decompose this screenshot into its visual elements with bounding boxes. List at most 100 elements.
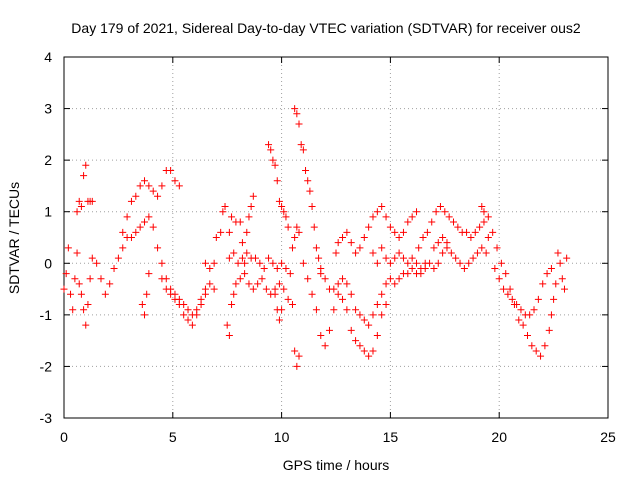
y-tick-label: 1: [44, 204, 52, 220]
data-point: [482, 249, 490, 257]
data-point: [75, 197, 83, 205]
data-point: [386, 275, 394, 283]
data-point: [556, 259, 564, 267]
data-point: [450, 218, 458, 226]
data-point: [67, 290, 75, 298]
data-point: [273, 264, 281, 272]
data-point: [391, 254, 399, 262]
data-point: [502, 270, 510, 278]
data-point: [80, 172, 88, 180]
data-point: [356, 244, 364, 252]
series-track-w: [478, 203, 553, 360]
data-point: [497, 259, 505, 267]
data-point: [478, 244, 486, 252]
data-point: [256, 259, 264, 267]
data-point: [88, 254, 96, 262]
series-track-e: [158, 275, 209, 319]
data-point: [452, 254, 460, 262]
data-point: [295, 352, 303, 360]
data-point: [114, 254, 122, 262]
x-tick-label: 10: [274, 429, 290, 445]
data-point: [225, 331, 233, 339]
data-point: [93, 259, 101, 267]
data-point: [426, 259, 434, 267]
data-point: [73, 249, 81, 257]
data-point: [217, 228, 225, 236]
data-point: [127, 234, 135, 241]
data-point: [404, 218, 412, 226]
data-point: [315, 254, 323, 262]
data-point: [491, 264, 499, 272]
data-point: [360, 347, 368, 355]
data-point: [334, 280, 342, 288]
data-point: [149, 223, 157, 231]
data-point: [225, 254, 233, 262]
x-tick-label: 5: [169, 429, 177, 445]
data-point: [206, 264, 214, 272]
data-point: [221, 203, 229, 211]
series-track-o: [291, 105, 325, 272]
data-point: [271, 161, 279, 169]
data-point: [369, 311, 377, 319]
data-point: [541, 342, 549, 350]
x-axis-label: GPS time / hours: [283, 457, 390, 473]
data-point: [280, 208, 288, 216]
data-point: [84, 301, 92, 309]
data-point: [245, 213, 253, 221]
data-point: [528, 342, 536, 350]
data-point: [543, 270, 551, 278]
data-point: [334, 290, 342, 298]
series-track-f: [201, 259, 218, 272]
data-point: [101, 290, 109, 298]
data-point: [386, 223, 394, 231]
data-point: [378, 244, 386, 252]
data-point: [293, 362, 301, 370]
data-point: [291, 105, 299, 113]
data-point: [258, 275, 266, 283]
data-point: [154, 244, 162, 252]
data-point: [317, 270, 325, 278]
data-point: [288, 301, 296, 309]
data-point: [286, 270, 294, 278]
data-point: [347, 239, 355, 247]
data-point: [317, 331, 325, 339]
data-point: [563, 254, 571, 262]
data-point: [343, 306, 351, 314]
data-point: [308, 203, 316, 211]
data-point: [373, 259, 381, 267]
series-track-v: [430, 234, 490, 272]
series-track-t: [369, 244, 451, 278]
y-tick-label: 0: [44, 255, 52, 271]
plot-frame: [63, 56, 609, 419]
series-track-n: [288, 223, 303, 252]
data-point: [413, 208, 421, 216]
data-point: [360, 316, 368, 324]
data-point: [282, 264, 290, 272]
data-point: [356, 342, 364, 350]
data-point: [339, 234, 347, 241]
data-point: [243, 249, 251, 257]
y-tick-label: -3: [40, 410, 53, 426]
series-track-r: [317, 259, 429, 329]
data-point: [77, 203, 85, 211]
data-point: [347, 326, 355, 334]
data-point: [441, 208, 449, 216]
data-point: [210, 285, 218, 293]
y-tick-label: 4: [44, 49, 52, 65]
x-tick-label: 25: [600, 429, 616, 445]
data-point: [339, 275, 347, 283]
data-point: [558, 275, 566, 283]
data-point: [382, 254, 390, 262]
data-point: [243, 228, 251, 236]
data-point: [532, 347, 540, 355]
data-point: [64, 244, 72, 252]
data-point: [436, 203, 444, 211]
data-point: [267, 146, 275, 154]
data-point: [515, 316, 523, 324]
data-point: [241, 270, 249, 278]
data-point: [386, 259, 394, 267]
data-point: [282, 213, 290, 221]
series-track-c: [119, 166, 183, 236]
data-point: [434, 239, 442, 247]
y-tick-label: 2: [44, 152, 52, 168]
